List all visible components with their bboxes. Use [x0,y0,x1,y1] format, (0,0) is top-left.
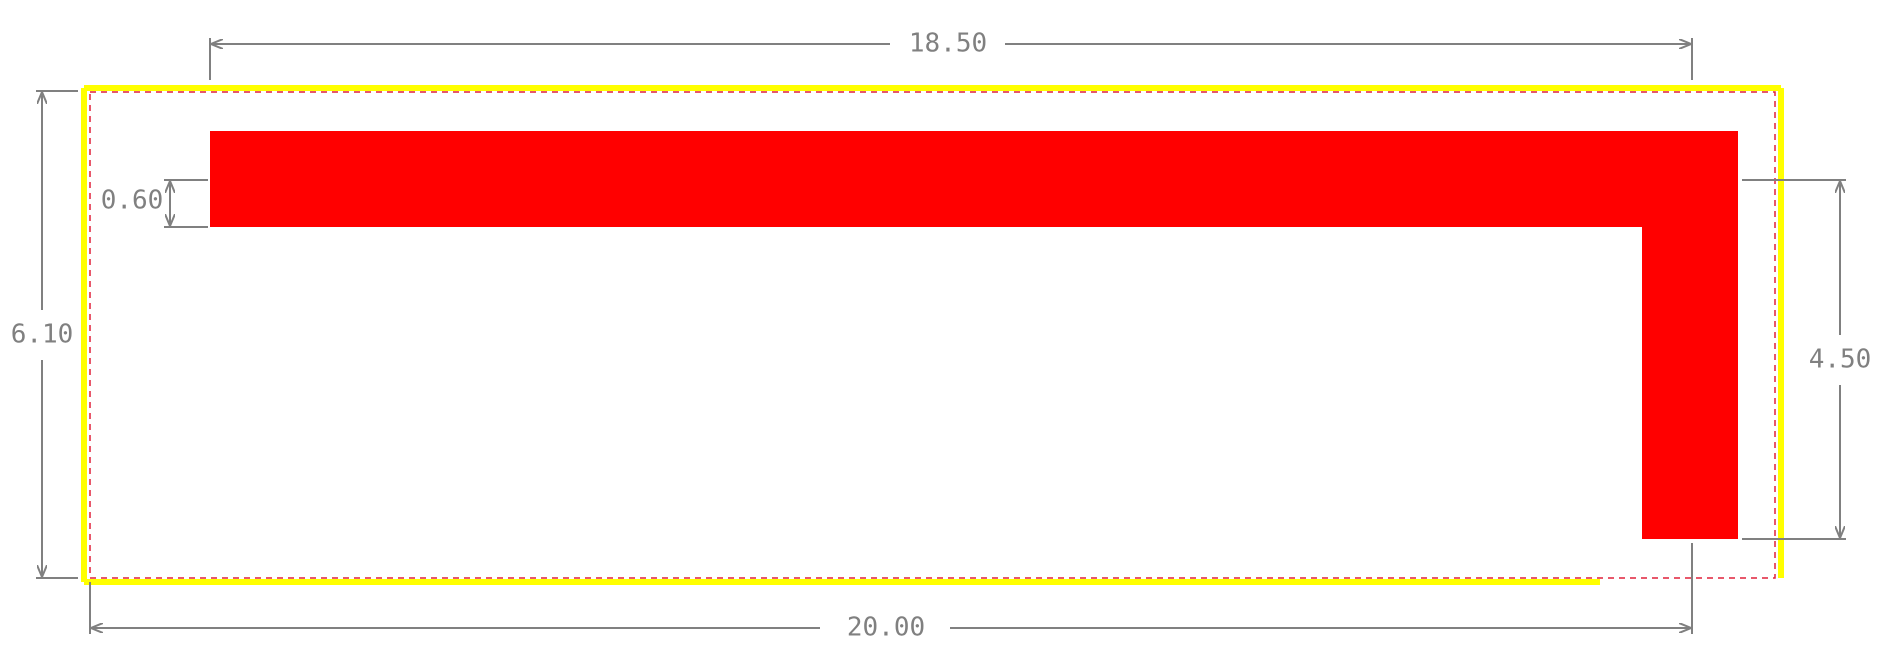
dimension-left-label: 6.10 [11,320,74,350]
dimension-top [209,38,1693,80]
dimension-thickness [164,179,208,228]
l-shape [210,131,1738,539]
dimension-thickness-label: 0.60 [101,186,164,216]
dimension-right-label: 4.50 [1809,345,1872,375]
dimension-top-label: 18.50 [909,29,987,59]
dimension-left [36,90,78,579]
dashed-guide-rectangle [89,91,1776,579]
dimension-right [1742,179,1846,540]
dimension-bottom [89,543,1693,634]
dimension-bottom-label: 20.00 [847,613,925,643]
yellow-outline [81,85,1784,585]
